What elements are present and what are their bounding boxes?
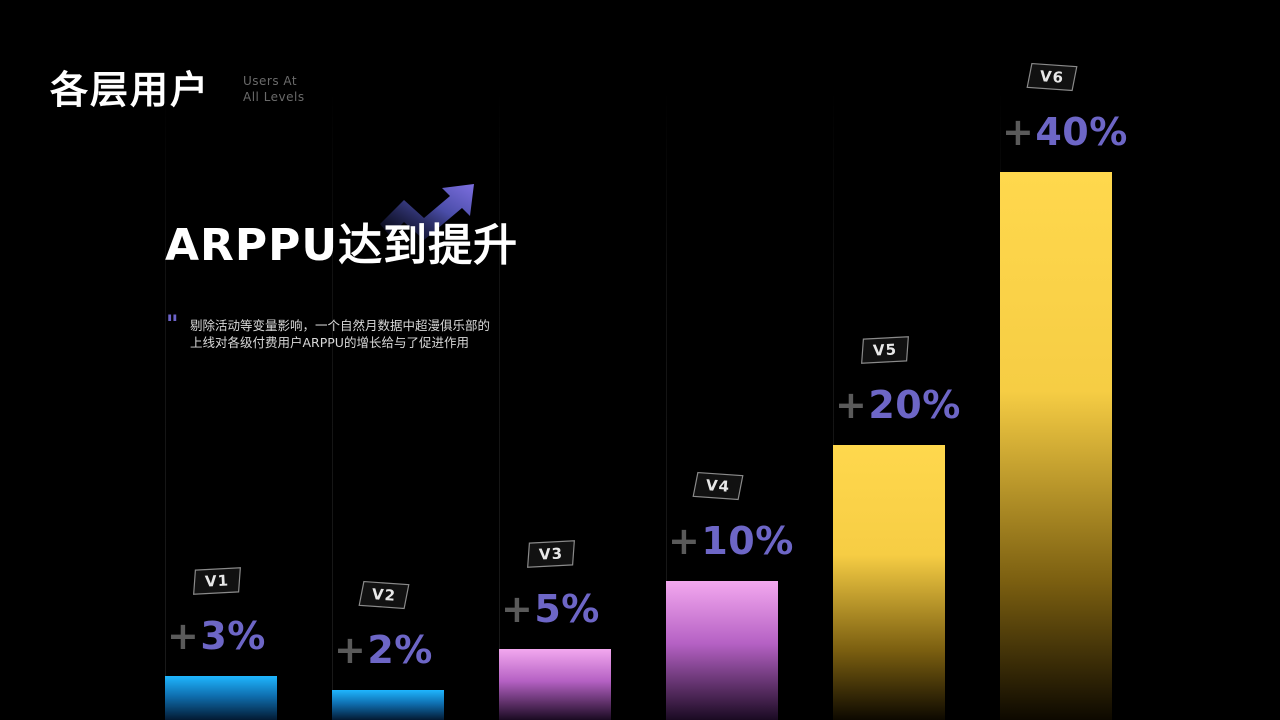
tier-tag-label: V6 xyxy=(1039,67,1065,87)
data-label-value: 2% xyxy=(367,628,433,672)
plus-sign: + xyxy=(668,519,701,563)
page-title: 各层用户 xyxy=(50,68,211,112)
page-subtitle: Users At All Levels xyxy=(243,73,305,105)
column-gridline xyxy=(165,90,166,720)
tag-frame-icon xyxy=(358,580,410,610)
tier-tag-label: V3 xyxy=(538,544,564,564)
tier-tag-label: V5 xyxy=(872,340,898,360)
column-gridline xyxy=(833,90,834,720)
tier-tag-label: V2 xyxy=(371,585,397,605)
tag-frame-icon xyxy=(1026,62,1078,92)
tier-tag-v2: V2 xyxy=(358,580,410,610)
column-gridline xyxy=(666,90,667,720)
tier-tag-label: V4 xyxy=(705,476,731,496)
tag-frame-icon xyxy=(527,540,575,568)
data-label-v3: +5% xyxy=(501,587,600,631)
tier-tag-v4: V4 xyxy=(692,471,744,501)
tier-tag-v5: V5 xyxy=(859,336,910,365)
tag-frame-icon xyxy=(193,567,241,595)
plus-sign: + xyxy=(1002,110,1035,154)
description-line1: 剔除活动等变量影响，一个自然月数据中超漫俱乐部的 xyxy=(190,318,491,333)
data-label-v5: +20% xyxy=(835,383,961,427)
plus-sign: + xyxy=(501,587,534,631)
data-label-value: 10% xyxy=(701,519,794,563)
plus-sign: + xyxy=(835,383,868,427)
bar-v3 xyxy=(499,649,611,720)
column-gridline xyxy=(332,90,333,720)
data-label-v6: +40% xyxy=(1002,110,1128,154)
bar-v4 xyxy=(666,581,778,720)
column-gridline xyxy=(499,90,500,720)
page-subtitle-line2: All Levels xyxy=(243,90,305,104)
tier-tag-label: V1 xyxy=(204,571,230,591)
plus-sign: + xyxy=(167,614,200,658)
data-label-value: 40% xyxy=(1035,110,1128,154)
bar-v6 xyxy=(1000,172,1112,720)
tier-tag-v6: V6 xyxy=(1026,62,1078,92)
data-label-v4: +10% xyxy=(668,519,794,563)
data-label-value: 20% xyxy=(868,383,961,427)
tag-frame-icon xyxy=(692,471,744,501)
plus-sign: + xyxy=(334,628,367,672)
bar-v1 xyxy=(165,676,277,720)
bar-v5 xyxy=(833,445,945,720)
bar-v2 xyxy=(332,690,444,720)
chart-description: 剔除活动等变量影响，一个自然月数据中超漫俱乐部的 上线对各级付费用户ARPPU的… xyxy=(190,317,570,351)
tag-frame-icon xyxy=(861,336,909,364)
trend-up-arrow-icon xyxy=(380,184,474,240)
data-label-value: 5% xyxy=(534,587,600,631)
tier-tag-v3: V3 xyxy=(525,540,576,569)
data-label-v2: +2% xyxy=(334,628,433,672)
page-subtitle-line1: Users At xyxy=(243,74,298,88)
data-label-value: 3% xyxy=(200,614,266,658)
chart-headline: ARPPU达到提升 xyxy=(165,220,519,271)
tier-tag-v1: V1 xyxy=(191,567,242,596)
quote-mark-icon: " xyxy=(166,310,179,338)
description-line2: 上线对各级付费用户ARPPU的增长给与了促进作用 xyxy=(190,335,469,350)
data-label-v1: +3% xyxy=(167,614,266,658)
